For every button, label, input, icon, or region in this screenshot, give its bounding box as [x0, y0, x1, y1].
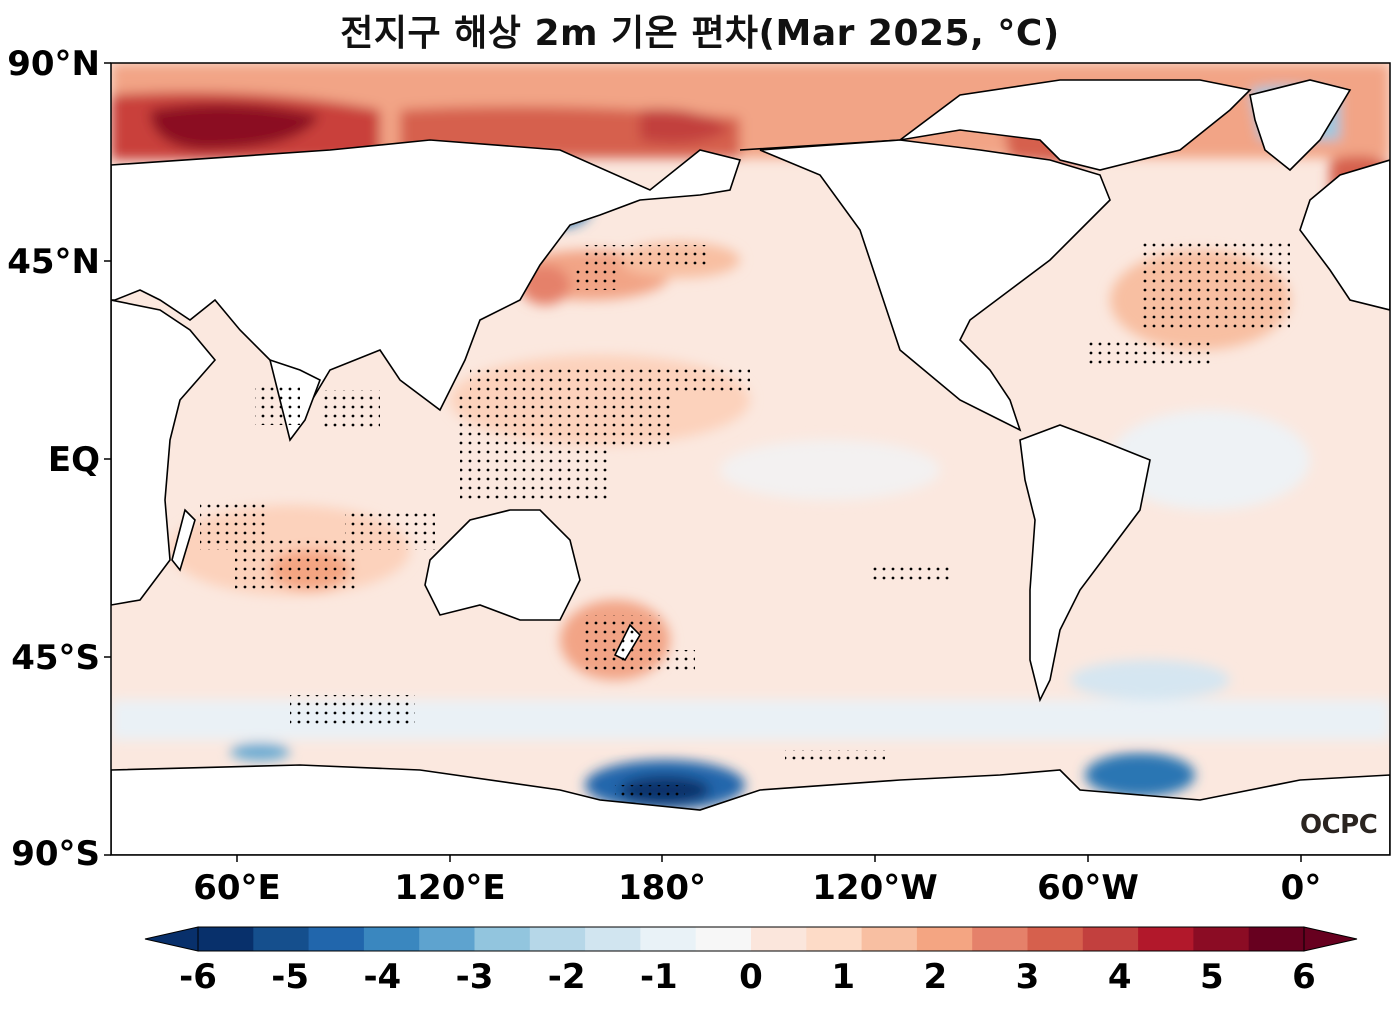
colorbar-tick-label: -4 — [363, 957, 402, 997]
y-tick-90n: 90°N — [7, 44, 100, 84]
colorbar-extend-low — [144, 926, 199, 952]
x-tick-180: 180° — [618, 868, 706, 908]
colorbar-tick-label: -5 — [271, 957, 310, 997]
colorbar-swatch — [806, 927, 863, 951]
colorbar-tick-label: -1 — [639, 957, 678, 997]
colorbar-tick-label: -2 — [547, 957, 586, 997]
colorbar-swatch — [640, 927, 697, 951]
x-tick-60w: 60°W — [1037, 868, 1139, 908]
colorbar-extend-high — [1303, 926, 1358, 952]
x-tick-0: 0° — [1280, 868, 1322, 908]
x-tick-60e: 60°E — [193, 868, 281, 908]
y-axis-ticks — [104, 62, 111, 856]
colorbar-tick-label: 5 — [1199, 957, 1224, 997]
colorbar-tick-label: 0 — [739, 957, 763, 997]
colorbar-swatch — [861, 927, 918, 951]
colorbar-frame — [197, 926, 1305, 952]
colorbar-tick-label: 2 — [923, 957, 948, 997]
colorbar-swatch — [308, 927, 365, 951]
colorbar-swatch — [1027, 927, 1084, 951]
x-axis-ticks — [236, 855, 1302, 862]
significance-stippling — [200, 240, 1290, 800]
colorbar-tick-label: 3 — [1015, 957, 1040, 997]
colorbar-swatch — [751, 927, 807, 951]
x-tick-120e: 120°E — [394, 868, 506, 908]
y-tick-45s: 45°S — [11, 638, 100, 678]
y-tick-90s: 90°S — [11, 834, 100, 874]
colorbar-tick-label: -3 — [455, 957, 494, 997]
y-tick-45n: 45°N — [7, 242, 100, 282]
y-tick-eq: EQ — [47, 440, 100, 480]
anomaly-field — [111, 63, 1390, 855]
chart-title: 전지구 해상 2m 기온 편차(Mar 2025, °C) — [340, 13, 1060, 54]
ocpc-logo: OCPC — [1300, 810, 1378, 840]
colorbar-swatch — [585, 927, 641, 951]
colorbar-tick-label: -6 — [179, 957, 217, 997]
colorbar-swatch — [1248, 927, 1305, 951]
x-tick-120w: 120°W — [812, 868, 938, 908]
colorbar-swatch — [916, 927, 973, 951]
colorbar-swatch — [363, 927, 420, 951]
colorbar-tick-label: 4 — [1107, 957, 1132, 997]
colorbar-swatch — [419, 927, 475, 951]
colorbar-tick-label: 6 — [1292, 957, 1316, 997]
colorbar-swatch — [695, 927, 752, 951]
colorbar-swatch — [1193, 927, 1250, 951]
colorbar-swatch — [198, 927, 254, 951]
colorbar-swatch — [253, 927, 310, 951]
colorbar-swatch — [529, 927, 586, 951]
colorbar-swatch — [1138, 927, 1194, 951]
colorbar-swatch — [474, 927, 531, 951]
colorbar-tick-label: 1 — [831, 957, 855, 997]
colorbar — [144, 926, 1358, 952]
colorbar-swatch — [1082, 927, 1139, 951]
colorbar-swatch — [972, 927, 1028, 951]
